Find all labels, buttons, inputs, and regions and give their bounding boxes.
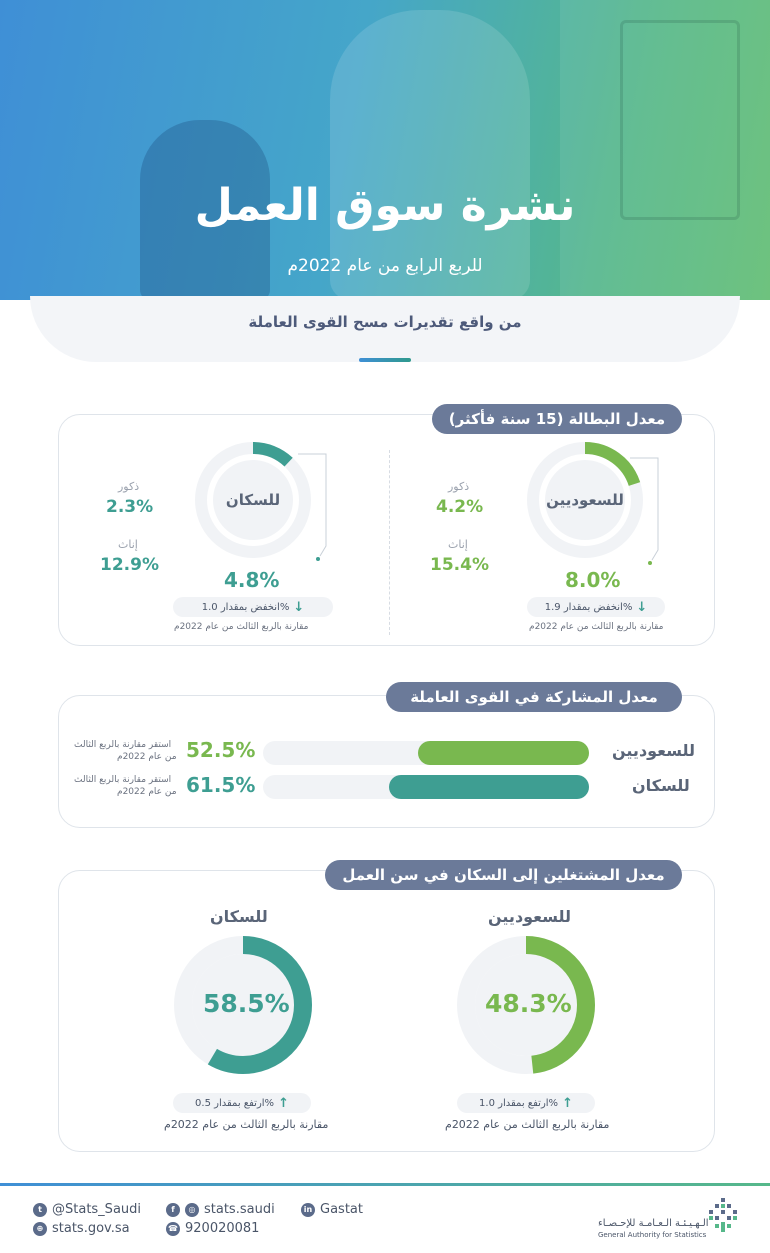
participation-saudis-note: استقر مقارنة بالربع الثالث <box>74 740 172 750</box>
employment-saudis-label: للسعوديين <box>488 907 572 926</box>
hero-photo-shape <box>140 120 270 300</box>
source-band <box>30 296 740 362</box>
population-males-value: 2.3% <box>106 497 154 517</box>
employment-population-value: 58.5% <box>203 989 290 1018</box>
saudis-males-value: 4.2% <box>436 497 484 517</box>
twitter-icon: t <box>33 1202 47 1217</box>
participation-population-note: استقر مقارنة بالربع الثالث <box>74 775 172 785</box>
phone-number: 920020081 <box>185 1221 260 1236</box>
divider-accent <box>359 358 411 362</box>
twitter-handle: @Stats_Saudi <box>52 1202 142 1217</box>
website-link[interactable]: ⊕ stats.gov.sa <box>33 1221 130 1236</box>
employment-population-arc <box>174 936 312 1074</box>
footer-divider <box>0 1183 770 1186</box>
employment-saudis-compare: مقارنة بالربع الثالث من عام 2022م <box>445 1118 610 1131</box>
linkedin-link[interactable]: in Gastat <box>301 1202 363 1217</box>
employment-population-change-text: ارتفع بمقدار 0.5% <box>195 1097 275 1109</box>
saudis-unemployment-ring <box>527 442 643 558</box>
population-change-badge: انخفض بمقدار 1.0% ↓ <box>173 597 333 617</box>
saudis-compare-note: مقارنة بالربع الثالث من عام 2022م <box>529 622 664 632</box>
twitter-link[interactable]: t @Stats_Saudi <box>33 1202 141 1217</box>
population-compare-note: مقارنة بالربع الثالث من عام 2022م <box>174 622 309 632</box>
employment-saudis-change-text: ارتفع بمقدار 1.0% <box>479 1097 559 1109</box>
saudis-callout-line <box>630 457 659 565</box>
saudis-females-label: إناث <box>448 538 468 551</box>
participation-saudis-value: 52.5% <box>186 738 256 762</box>
hero-photo-shape <box>620 20 740 220</box>
participation-title: معدل المشاركة في القوى العاملة <box>386 682 682 712</box>
saudis-ring-label: للسعوديين <box>546 491 624 509</box>
phone-link[interactable]: ☎ 920020081 <box>166 1221 259 1236</box>
employment-saudis-change-badge: ارتفع بمقدار 1.0% ↑ <box>457 1093 595 1113</box>
arrow-up-icon: ↑ <box>562 1095 573 1111</box>
page-title: نشرة سوق العمل <box>194 180 576 231</box>
population-females-label: إناث <box>118 538 138 551</box>
source-text: من واقع تقديرات مسح القوى العاملة <box>248 313 522 331</box>
employment-population-ring <box>174 936 312 1074</box>
saudis-unemployment-arc <box>527 442 643 558</box>
saudis-males-label: ذكور <box>448 480 470 493</box>
hero-photo-shape <box>560 0 770 300</box>
org-name-arabic: الـهـيـئـة الـعـامـة للإحـصـاء <box>598 1218 709 1229</box>
participation-population-bar <box>389 775 589 799</box>
page-subtitle: للربع الرابع من عام 2022م <box>287 256 483 276</box>
linkedin-handle: Gastat <box>320 1202 363 1217</box>
org-name-english: General Authority for Statistics <box>598 1231 707 1239</box>
employment-panel <box>58 870 715 1152</box>
population-males-label: ذكور <box>118 480 140 493</box>
population-ring-label: للسكان <box>225 491 281 509</box>
arrow-up-icon: ↑ <box>278 1095 289 1111</box>
section-divider <box>389 450 390 635</box>
employment-population-change-badge: ارتفع بمقدار 0.5% ↑ <box>173 1093 311 1113</box>
saudis-change-text: انخفض بمقدار 1.9% <box>544 601 633 613</box>
population-unemployment-rate: 4.8% <box>224 568 280 592</box>
instagram-icon: ◎ <box>185 1202 199 1217</box>
saudis-change-badge: انخفض بمقدار 1.9% ↓ <box>527 597 665 617</box>
population-unemployment-ring <box>195 442 311 558</box>
participation-saudis-note2: من عام 2022م <box>117 752 177 762</box>
population-unemployment-arc <box>195 442 311 558</box>
website-text: stats.gov.sa <box>52 1221 130 1236</box>
participation-population-value: 61.5% <box>186 773 256 797</box>
population-females-value: 12.9% <box>100 555 159 575</box>
population-change-text: انخفض بمقدار 1.0% <box>201 601 290 613</box>
hero-banner: نشرة سوق العمل للربع الرابع من عام 2022م <box>0 0 770 300</box>
arrow-down-icon: ↓ <box>293 599 305 615</box>
employment-population-label: للسكان <box>210 907 268 926</box>
unemployment-title: معدل البطالة (15 سنة فأكثر) <box>432 404 682 434</box>
facebook-icon: f <box>166 1202 180 1217</box>
employment-saudis-value: 48.3% <box>485 989 572 1018</box>
participation-population-note2: من عام 2022م <box>117 787 177 797</box>
participation-saudis-bar <box>418 741 589 765</box>
participation-population-label: للسكان <box>632 776 690 795</box>
social-handle: stats.saudi <box>204 1202 275 1217</box>
linkedin-icon: in <box>301 1202 315 1217</box>
social-link[interactable]: f ◎ stats.saudi <box>166 1202 275 1217</box>
participation-saudis-label: للسعوديين <box>612 741 696 760</box>
saudis-females-value: 15.4% <box>430 555 489 575</box>
employment-title: معدل المشتغلين إلى السكان في سن العمل <box>325 860 682 890</box>
gastat-logo-icon <box>709 1198 737 1232</box>
phone-icon: ☎ <box>166 1221 180 1236</box>
employment-saudis-ring <box>457 936 595 1074</box>
hero-photo-shape <box>330 10 530 300</box>
employment-saudis-arc <box>457 936 595 1074</box>
employment-population-compare: مقارنة بالربع الثالث من عام 2022م <box>164 1118 329 1131</box>
saudis-unemployment-rate: 8.0% <box>565 568 621 592</box>
arrow-down-icon: ↓ <box>636 599 648 615</box>
globe-icon: ⊕ <box>33 1221 47 1236</box>
population-callout-line <box>298 453 327 561</box>
